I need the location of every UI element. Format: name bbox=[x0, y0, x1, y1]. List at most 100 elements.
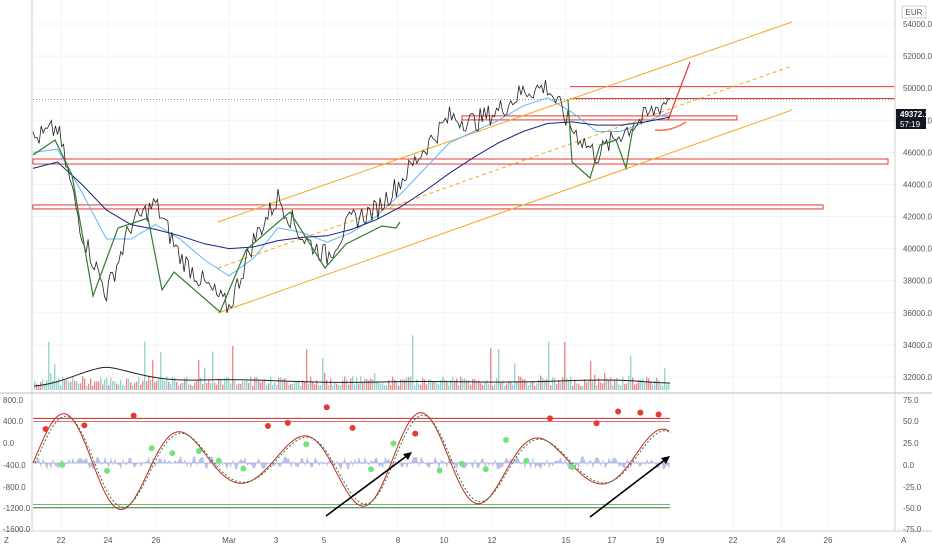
volume-bar bbox=[238, 383, 240, 390]
volume-bar bbox=[70, 381, 72, 390]
volume-bar bbox=[196, 381, 198, 390]
volume-bar bbox=[362, 382, 364, 390]
volume-bar bbox=[536, 383, 538, 390]
volume-bar bbox=[130, 382, 132, 390]
volume-bar bbox=[366, 378, 368, 390]
volume-bar bbox=[132, 385, 134, 390]
volume-bar bbox=[656, 377, 658, 390]
zoom-button[interactable]: Z bbox=[4, 536, 9, 545]
volume-bar bbox=[236, 384, 238, 390]
volume-bar bbox=[444, 379, 446, 390]
volume-bar bbox=[184, 378, 186, 390]
volume-bar bbox=[314, 384, 316, 390]
time-tick-label: 19 bbox=[656, 536, 665, 545]
volume-bar bbox=[644, 382, 646, 390]
osc-sell-dot bbox=[130, 412, 137, 419]
volume-bar bbox=[192, 385, 194, 390]
volume-bar bbox=[96, 381, 98, 390]
zigzag-right bbox=[567, 99, 635, 180]
volume-bar bbox=[438, 384, 440, 390]
volume-bar bbox=[460, 376, 462, 390]
volume-bar bbox=[596, 384, 598, 390]
volume-bar bbox=[254, 377, 256, 390]
volume-bar bbox=[118, 384, 120, 390]
volume-bar bbox=[584, 379, 586, 390]
volume-bar bbox=[538, 379, 540, 390]
volume-bar bbox=[484, 381, 486, 390]
volume-bar bbox=[480, 383, 482, 390]
volume-bar bbox=[408, 377, 410, 390]
volume-bar bbox=[340, 385, 342, 390]
volume-bar bbox=[170, 383, 172, 390]
volume-bar bbox=[140, 384, 142, 390]
volume-bar bbox=[138, 376, 140, 390]
volume-bar bbox=[154, 382, 156, 390]
volume-bar bbox=[318, 385, 320, 390]
price-series bbox=[32, 80, 671, 314]
currency-label: EUR bbox=[906, 8, 923, 17]
volume-bar bbox=[324, 372, 326, 390]
volume-bar bbox=[598, 378, 600, 390]
volume-bar bbox=[100, 377, 102, 390]
volume-bar bbox=[544, 379, 546, 390]
volume-bar bbox=[164, 380, 166, 390]
time-tick-label: 12 bbox=[488, 536, 497, 545]
volume-bar bbox=[84, 378, 86, 390]
volume-bar bbox=[258, 379, 260, 390]
divergence-arrowhead-2 bbox=[661, 456, 670, 464]
volume-bar bbox=[548, 341, 550, 390]
volume-bar bbox=[46, 380, 48, 390]
time-tick-label: 22 bbox=[57, 536, 66, 545]
volume-bar bbox=[312, 381, 314, 390]
volume-bar bbox=[116, 383, 118, 390]
price-tick-label: 50000.0 bbox=[903, 84, 932, 93]
volume-bar bbox=[108, 385, 110, 390]
volume-bar bbox=[562, 377, 564, 390]
volume-bar bbox=[554, 378, 556, 390]
volume-bar bbox=[576, 383, 578, 390]
osc-right-tick-label: 0.0 bbox=[903, 461, 915, 470]
volume-bar bbox=[98, 381, 100, 390]
volume-bar bbox=[86, 385, 88, 390]
volume-bar bbox=[216, 384, 218, 390]
volume-bar bbox=[174, 377, 176, 390]
bar-countdown: 57:19 bbox=[900, 120, 921, 129]
volume-bar bbox=[270, 376, 272, 390]
osc-right-tick-label: -75.0 bbox=[903, 525, 922, 534]
volume-bar bbox=[556, 383, 558, 390]
divergence-arrow-2 bbox=[589, 458, 667, 518]
osc-buy-dot bbox=[169, 450, 176, 457]
current-price-tag bbox=[896, 109, 926, 129]
auto-scale-button[interactable]: A bbox=[901, 536, 907, 545]
volume-bar bbox=[350, 378, 352, 390]
volume-bar bbox=[36, 383, 38, 390]
volume-bar bbox=[558, 379, 560, 390]
volume-bar bbox=[180, 383, 182, 390]
volume-bar bbox=[114, 381, 116, 390]
volume-bar bbox=[268, 383, 270, 390]
volume-bar bbox=[602, 383, 604, 390]
volume-bar bbox=[614, 380, 616, 390]
volume-bar bbox=[54, 364, 56, 390]
osc-sell-dot bbox=[637, 409, 644, 416]
volume-bar bbox=[202, 383, 204, 390]
volume-bar bbox=[176, 381, 178, 390]
volume-bar bbox=[364, 378, 366, 390]
volume-bar bbox=[50, 373, 52, 390]
volume-bar bbox=[110, 377, 112, 390]
volume-bar bbox=[410, 376, 412, 390]
volume-bar bbox=[264, 378, 266, 390]
volume-bar bbox=[622, 376, 624, 390]
currency-badge[interactable] bbox=[901, 5, 927, 19]
time-tick-label: 3 bbox=[274, 536, 279, 545]
volume-bar bbox=[588, 380, 590, 390]
osc-sell-dot bbox=[264, 422, 271, 429]
time-tick-label: 10 bbox=[440, 536, 449, 545]
osc-sell-dot bbox=[593, 420, 600, 427]
volume-bar bbox=[304, 381, 306, 390]
volume-bar bbox=[580, 385, 582, 390]
volume-bar bbox=[166, 376, 168, 390]
volume-bar bbox=[654, 381, 656, 390]
